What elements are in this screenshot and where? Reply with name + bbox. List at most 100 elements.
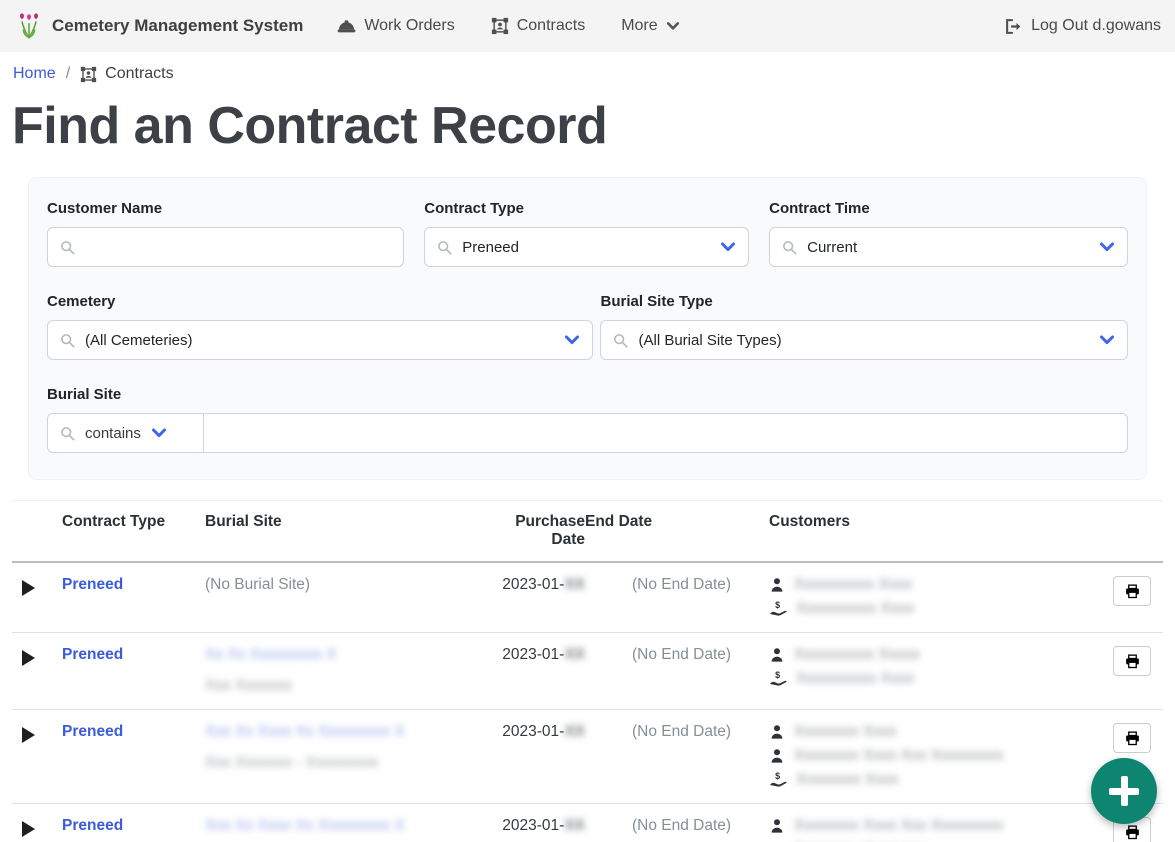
tulip-logo-icon	[14, 11, 44, 41]
contract-type-link[interactable]: Preneed	[62, 817, 124, 834]
breadcrumb-current-label: Contracts	[105, 65, 174, 82]
customer-entry[interactable]: Xxxxxxxxxx Xxxx	[769, 670, 1101, 688]
caret-right-icon	[22, 727, 35, 743]
end-date-cell: (No End Date)	[632, 817, 732, 834]
end-date-cell: (No End Date)	[632, 723, 732, 740]
nav-items: Work Orders Contracts More	[337, 17, 679, 35]
customer-name-input-wrap	[47, 227, 404, 267]
person-icon	[769, 818, 785, 834]
filter-burial-site: Burial Site contains	[47, 386, 1128, 453]
header-burial-site: Burial Site	[205, 513, 282, 530]
burial-site-operator-select[interactable]: contains	[48, 414, 204, 452]
customers-cell: Xxxxxxxxxx Xxxx Xxxxxxxxxx Xxxx	[769, 576, 1101, 618]
contract-type-link[interactable]: Preneed	[62, 723, 124, 740]
nav-item-label: Contracts	[516, 17, 586, 34]
contract-time-value: Current	[807, 238, 858, 256]
burial-site-input-wrap	[204, 414, 1127, 452]
purchase-date-redacted: XX	[564, 576, 585, 593]
burial-site-label: Burial Site	[47, 386, 122, 403]
caret-right-icon	[22, 580, 35, 596]
contract-time-label: Contract Time	[769, 200, 870, 217]
breadcrumb-current: Contracts	[80, 65, 174, 83]
burial-site-link-redacted[interactable]: Xxx Xx Xxxx Xx Xxxxxxxxx X	[205, 817, 405, 834]
chevron-down-icon	[1099, 239, 1115, 255]
header-purchase-date: Purchase Date	[515, 513, 585, 548]
customer-name-input[interactable]	[85, 228, 391, 266]
burial-site-link-redacted[interactable]: Xxx Xx Xxxx Xx Xxxxxxxxx X	[205, 723, 405, 740]
customer-name-redacted: Xxxxxxxxxx Xxxx	[796, 670, 914, 687]
burial-site-input[interactable]	[204, 414, 1127, 452]
burial-site-subtitle-redacted: Xxx Xxxxxxx	[205, 677, 292, 694]
nav-item-more[interactable]: More	[621, 17, 679, 35]
contract-type-link[interactable]: Preneed	[62, 576, 124, 593]
plus-icon	[1109, 776, 1139, 806]
brand[interactable]: Cemetery Management System	[14, 11, 303, 41]
purchase-date: 2023-01-	[502, 817, 565, 834]
contract-type-link[interactable]: Preneed	[62, 646, 124, 663]
table-row: Preneed Xx Xx Xxxxxxxxx X Xxx Xxxxxxx 20…	[12, 633, 1163, 710]
search-icon	[437, 240, 452, 255]
expand-row-button[interactable]	[22, 817, 52, 841]
nav-item-contracts[interactable]: Contracts	[491, 17, 585, 35]
expand-row-button[interactable]	[22, 646, 52, 670]
header-end-date: End Date	[585, 513, 653, 530]
printer-icon	[1125, 584, 1140, 599]
cemetery-select[interactable]: (All Cemeteries)	[47, 320, 593, 360]
customer-entry[interactable]: Xxxxxxxxxx Xxxx	[769, 576, 1101, 594]
burial-site-cell: Xxx Xx Xxxx Xx Xxxxxxxxx X Xxx Xxxxxxx -…	[205, 723, 480, 772]
header-expand-col	[12, 501, 62, 525]
header-contract-type: Contract Type	[62, 513, 166, 530]
end-date-cell: (No End Date)	[632, 646, 732, 663]
hand-holding-dollar-icon	[769, 601, 787, 617]
customer-entry[interactable]: Xxxxxxxx Xxxx Xxx Xxxxxxxxx	[769, 747, 1101, 765]
burial-site-subtitle-redacted: Xxx Xxxxxxx - Xxxxxxxxx	[205, 754, 379, 771]
filter-panel: Customer Name Contract Type Preneed Cont…	[28, 177, 1147, 480]
contract-type-select[interactable]: Preneed	[424, 227, 749, 267]
person-icon	[769, 647, 785, 663]
contract-type-value: Preneed	[462, 238, 519, 256]
customer-entry[interactable]: Xxxxxxxx Xxxx	[769, 771, 1101, 789]
burial-site-cell: Xx Xx Xxxxxxxxx X Xxx Xxxxxxx	[205, 646, 480, 695]
contract-time-select[interactable]: Current	[769, 227, 1128, 267]
customer-name-label: Customer Name	[47, 200, 163, 217]
chevron-down-icon	[720, 239, 736, 255]
add-contract-fab[interactable]	[1091, 758, 1157, 824]
filter-customer-name: Customer Name	[47, 200, 404, 267]
burial-site-type-select[interactable]: (All Burial Site Types)	[600, 320, 1128, 360]
customer-entry[interactable]: Xxxxxxxx Xxxx	[769, 723, 1101, 741]
filter-contract-type: Contract Type Preneed	[424, 200, 749, 267]
printer-icon	[1125, 825, 1140, 840]
nav-item-work-orders[interactable]: Work Orders	[337, 17, 455, 35]
expand-row-button[interactable]	[22, 723, 52, 747]
table-row: Preneed Xxx Xx Xxxx Xx Xxxxxxxxx X Xxx X…	[12, 710, 1163, 804]
contract-icon	[80, 66, 97, 83]
breadcrumb-home-link[interactable]: Home	[13, 65, 56, 82]
table-row: Preneed Xxx Xx Xxxx Xx Xxxxxxxxx X Xxx X…	[12, 804, 1163, 842]
logout-button[interactable]: Log Out d.gowans	[1005, 17, 1161, 35]
sign-out-icon	[1005, 19, 1022, 34]
results-table: Contract Type Burial Site Purchase Date …	[12, 500, 1163, 842]
customer-name-redacted: Xxxxxxxx Xxxx Xxx Xxxxxxxxx	[794, 817, 1004, 834]
chevron-down-icon	[1099, 332, 1115, 348]
customer-entry[interactable]: Xxxxxxxxxx Xxxxx	[769, 646, 1101, 664]
printer-icon	[1125, 654, 1140, 669]
chevron-down-icon	[564, 332, 580, 348]
customer-entry[interactable]: Xxxxxxxx Xxxx Xxx Xxxxxxxxx	[769, 817, 1101, 835]
chevron-down-icon	[151, 425, 167, 441]
print-button[interactable]	[1113, 646, 1151, 676]
purchase-date: 2023-01-	[502, 646, 565, 663]
person-icon	[769, 577, 785, 593]
header-actions-col	[1101, 501, 1163, 525]
purchase-date: 2023-01-	[502, 723, 565, 740]
expand-row-button[interactable]	[22, 576, 52, 600]
table-header-row: Contract Type Burial Site Purchase Date …	[12, 500, 1163, 563]
filter-cemetery: Cemetery (All Cemeteries)	[47, 293, 593, 360]
customer-entry[interactable]: Xxxxxxxxxx Xxxx	[769, 600, 1101, 618]
burial-site-link-redacted[interactable]: Xx Xx Xxxxxxxxx X	[205, 646, 337, 663]
print-button[interactable]	[1113, 723, 1151, 753]
customer-name-redacted: Xxxxxxxx Xxxx	[796, 771, 899, 788]
search-icon	[60, 333, 75, 348]
brand-title: Cemetery Management System	[52, 16, 304, 35]
print-button[interactable]	[1113, 576, 1151, 606]
nav-item-label: Work Orders	[364, 17, 455, 34]
